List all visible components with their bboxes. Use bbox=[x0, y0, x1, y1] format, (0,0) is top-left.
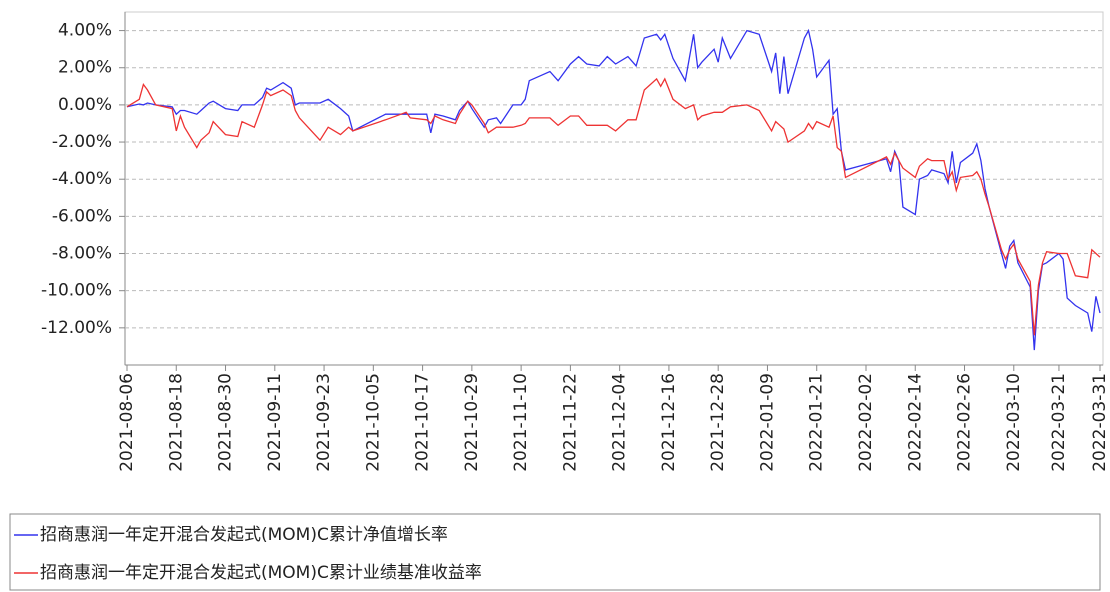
x-tick-label: 2022-02-02 bbox=[856, 373, 876, 472]
y-tick-label: 2.00% bbox=[58, 58, 112, 78]
legend-box bbox=[9, 513, 1101, 591]
series-line bbox=[126, 28, 1101, 351]
y-tick-label: -8.00% bbox=[52, 244, 112, 264]
x-tick-label: 2022-01-21 bbox=[807, 373, 827, 472]
legend-label: 招商惠润一年定开混合发起式(MOM)C累计业绩基准收益率 bbox=[40, 563, 482, 583]
x-tick-label: 2021-08-18 bbox=[166, 373, 186, 472]
y-tick-label: 0.00% bbox=[58, 95, 112, 115]
y-tick-label: -4.00% bbox=[52, 169, 112, 189]
x-tick-label: 2021-08-30 bbox=[216, 373, 236, 472]
x-tick-label: 2021-12-04 bbox=[610, 373, 630, 472]
x-tick-label: 2021-12-28 bbox=[708, 373, 728, 472]
x-tick-label: 2021-11-22 bbox=[560, 373, 580, 472]
x-tick-label: 2021-11-10 bbox=[511, 373, 531, 472]
x-tick-label: 2022-01-09 bbox=[757, 373, 777, 472]
series-line bbox=[126, 77, 1101, 336]
x-tick-label: 2022-03-21 bbox=[1049, 373, 1069, 472]
y-tick-label: 4.00% bbox=[58, 21, 112, 41]
x-tick-label: 2021-09-11 bbox=[265, 373, 285, 472]
x-tick-label: 2021-12-16 bbox=[659, 373, 679, 472]
x-tick-label: 2022-03-10 bbox=[1004, 373, 1024, 472]
x-tick-label: 2021-10-29 bbox=[462, 373, 482, 472]
y-tick-label: -10.00% bbox=[41, 281, 112, 301]
y-tick-label: -6.00% bbox=[52, 206, 112, 226]
x-tick-label: 2021-10-17 bbox=[413, 373, 433, 472]
x-tick-label: 2021-08-06 bbox=[117, 373, 137, 472]
x-tick-label: 2021-10-05 bbox=[363, 373, 383, 472]
y-tick-label: -12.00% bbox=[41, 318, 112, 338]
x-tick-label: 2022-03-31 bbox=[1090, 373, 1110, 472]
x-tick-label: 2021-09-23 bbox=[314, 373, 334, 472]
y-tick-label: -2.00% bbox=[52, 132, 112, 152]
x-tick-label: 2022-02-26 bbox=[955, 373, 975, 472]
x-tick-label: 2022-02-14 bbox=[905, 373, 925, 472]
legend-label: 招商惠润一年定开混合发起式(MOM)C累计净值增长率 bbox=[40, 525, 448, 545]
